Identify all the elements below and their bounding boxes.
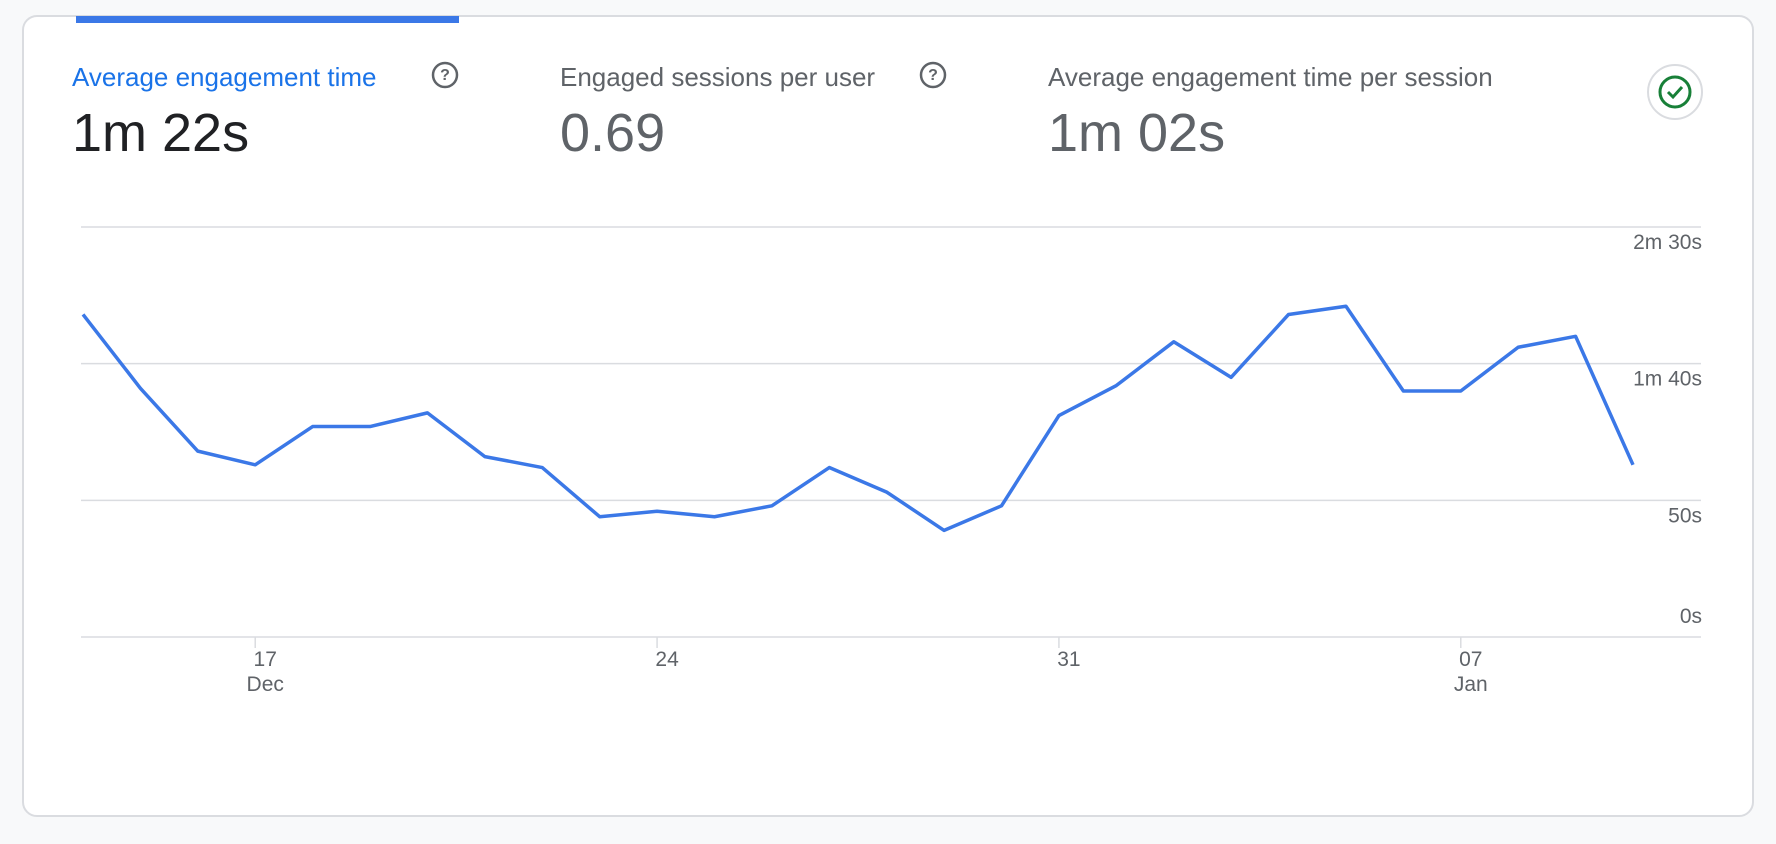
x-tick-label: 24	[655, 648, 679, 671]
card	[22, 15, 1754, 817]
x-tick-label: 31	[1057, 648, 1080, 671]
tab-title: Average engagement time per session	[1048, 62, 1493, 92]
x-tick-label: 17	[254, 648, 277, 671]
svg-text:?: ?	[928, 67, 938, 84]
x-tick-sublabel: Dec	[247, 673, 284, 696]
tab-title: Engaged sessions per user	[560, 62, 875, 92]
tabs: Average engagement time 1m 22s Engaged ses…	[72, 62, 1493, 163]
tab-value: 1m 22s	[72, 103, 249, 163]
metric-tab[interactable]: Engaged sessions per user 0.69	[560, 62, 875, 163]
status-check[interactable]	[1647, 64, 1703, 120]
y-tick-label: 0s	[1680, 605, 1702, 628]
tab-title: Average engagement time	[72, 62, 377, 92]
y-tick-label: 2m 30s	[1633, 231, 1702, 254]
x-tick-sublabel: Jan	[1454, 673, 1488, 696]
help-icon[interactable]: ?	[919, 61, 947, 89]
metric-tab[interactable]: Average engagement time 1m 22s	[72, 62, 377, 163]
help-icon[interactable]: ?	[431, 61, 459, 89]
tab-value: 1m 02s	[1048, 103, 1225, 163]
active-tab-indicator	[76, 16, 459, 23]
y-tick-label: 1m 40s	[1633, 368, 1702, 391]
series-line	[81, 304, 1635, 533]
tab-value: 0.69	[560, 103, 665, 163]
x-tick-label: 07	[1459, 648, 1482, 671]
svg-text:?: ?	[440, 67, 450, 84]
metric-tab[interactable]: Average engagement time per session 1m 02…	[1048, 62, 1493, 163]
y-tick-label: 50s	[1668, 504, 1702, 527]
